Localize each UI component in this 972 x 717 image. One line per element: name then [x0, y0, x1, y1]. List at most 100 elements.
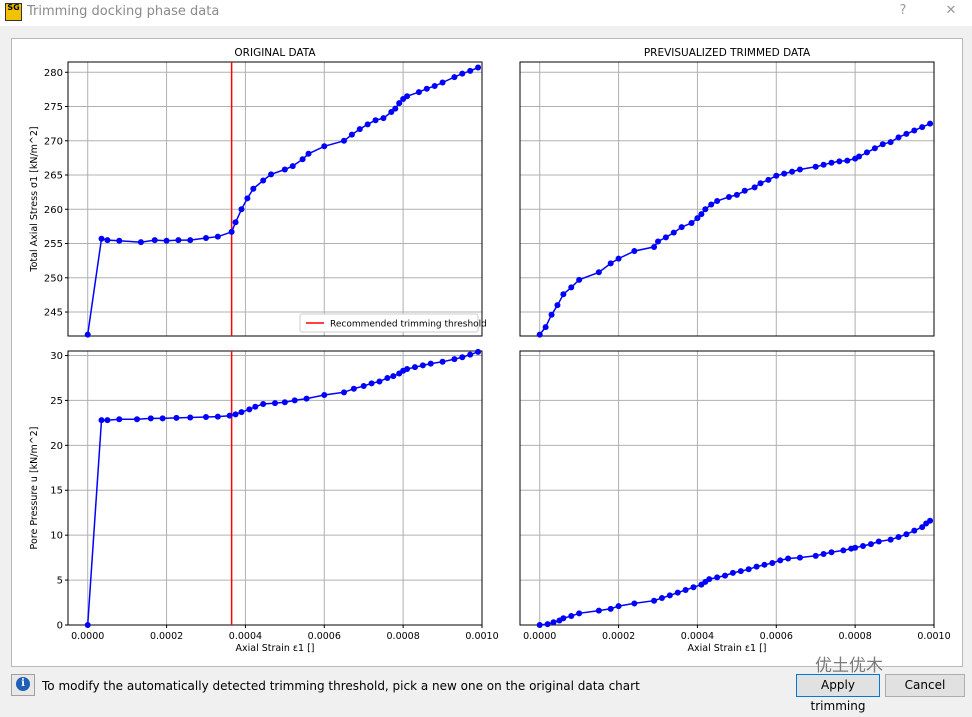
- data-point: [777, 557, 784, 564]
- data-point: [404, 93, 411, 100]
- data-point: [753, 563, 760, 570]
- y-tick-label: 20: [50, 441, 63, 452]
- chart-title: ORIGINAL DATA: [234, 47, 316, 59]
- series-line: [86, 351, 479, 626]
- apply-trimming-button[interactable]: Apply trimming: [796, 674, 880, 713]
- data-point: [840, 547, 847, 554]
- x-tick-label: 0.0008: [387, 631, 420, 642]
- legend-box: [299, 313, 479, 333]
- data-point: [863, 149, 870, 156]
- data-point: [404, 365, 411, 372]
- data-point: [163, 237, 170, 244]
- data-point: [250, 185, 257, 192]
- x-tick-label: 0.0008: [839, 631, 872, 642]
- data-point: [607, 605, 614, 612]
- series-line: [86, 66, 479, 335]
- data-point: [658, 595, 665, 602]
- data-point: [321, 143, 328, 150]
- data-point: [147, 415, 154, 422]
- data-point: [228, 228, 235, 235]
- window-titlebar: SG Trimming docking phase data ? ✕: [0, 0, 972, 26]
- data-point: [844, 157, 851, 164]
- data-point: [368, 380, 375, 387]
- data-point: [737, 568, 744, 575]
- data-point: [773, 172, 780, 179]
- info-icon: i: [11, 674, 35, 696]
- data-point: [423, 85, 430, 92]
- data-point: [895, 533, 902, 540]
- data-point: [384, 374, 391, 381]
- data-point: [305, 150, 312, 157]
- data-point: [451, 74, 458, 81]
- data-point: [303, 395, 310, 402]
- series-line: [539, 123, 931, 336]
- data-point: [796, 554, 803, 561]
- data-point: [173, 414, 180, 421]
- data-point: [757, 180, 764, 187]
- data-point: [560, 615, 567, 622]
- data-point: [246, 406, 253, 413]
- data-point: [427, 360, 434, 367]
- close-button[interactable]: ✕: [945, 3, 957, 18]
- data-point: [729, 569, 736, 576]
- data-point: [568, 613, 575, 620]
- data-point: [116, 237, 123, 244]
- data-point: [550, 619, 557, 626]
- window-title: Trimming docking phase data: [27, 4, 220, 19]
- data-point: [260, 177, 267, 184]
- data-point: [714, 198, 721, 205]
- data-point: [651, 597, 658, 604]
- x-tick-label: 0.0000: [71, 631, 104, 642]
- data-point: [769, 560, 776, 567]
- axes-frame: [519, 61, 935, 337]
- x-tick-label: 0.0010: [917, 631, 950, 642]
- x-axis-label: Axial Strain ε1 []: [235, 643, 314, 654]
- data-point: [911, 127, 918, 134]
- status-message: To modify the automatically detected tri…: [42, 679, 640, 693]
- data-point: [475, 64, 482, 71]
- data-point: [459, 354, 466, 361]
- data-point: [226, 412, 233, 419]
- data-point: [927, 517, 934, 524]
- data-point: [272, 400, 278, 407]
- y-tick-label: 275: [44, 102, 63, 113]
- data-point: [281, 166, 288, 173]
- y-tick-label: 255: [44, 239, 63, 250]
- data-point: [751, 184, 758, 191]
- data-point: [203, 235, 209, 242]
- data-point: [281, 399, 288, 406]
- data-point: [595, 269, 602, 276]
- data-point: [542, 324, 549, 331]
- data-point: [289, 163, 296, 170]
- cancel-button[interactable]: Cancel: [885, 674, 965, 697]
- data-point: [268, 171, 275, 178]
- data-point: [392, 105, 399, 112]
- data-point: [690, 584, 697, 591]
- y-tick-label: 280: [44, 68, 63, 79]
- data-point: [321, 392, 328, 399]
- data-point: [714, 574, 721, 581]
- data-point: [903, 531, 910, 538]
- data-point: [238, 409, 245, 416]
- data-point: [761, 561, 768, 568]
- help-button[interactable]: ?: [899, 3, 907, 18]
- y-tick-label: 260: [44, 205, 63, 216]
- data-point: [364, 121, 371, 128]
- data-point: [682, 586, 689, 593]
- data-point: [560, 291, 567, 298]
- x-tick-label: 0.0004: [229, 631, 262, 642]
- data-point: [467, 351, 474, 358]
- data-point: [134, 416, 140, 423]
- data-point: [688, 219, 695, 226]
- data-point: [765, 176, 772, 183]
- data-point: [631, 248, 638, 255]
- data-point: [341, 389, 347, 396]
- data-point: [820, 161, 827, 168]
- y-tick-label: 30: [50, 351, 63, 362]
- y-tick-label: 265: [44, 171, 63, 182]
- data-point: [232, 411, 239, 418]
- data-point: [828, 549, 835, 556]
- x-tick-label: 0.0002: [602, 631, 635, 642]
- data-point: [708, 201, 715, 208]
